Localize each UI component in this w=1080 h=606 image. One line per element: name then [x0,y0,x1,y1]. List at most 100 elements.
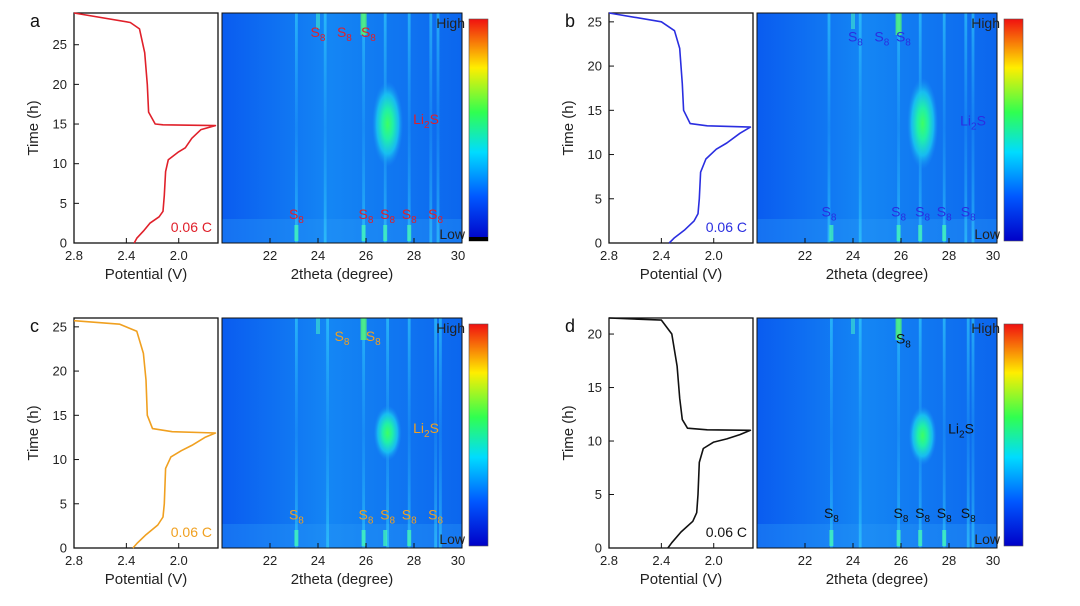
y-tick-label: 5 [595,487,602,502]
xrd-heatmap [757,13,997,243]
peak-annotation: S8 [289,507,304,527]
top-peak-spot [360,318,367,340]
heatmap-frame [221,12,463,244]
xrd-heatmap [222,318,462,548]
voltage-curve [608,12,752,244]
y-tick-label: 0 [595,236,602,251]
heatmap-background [757,318,997,548]
top-peak-spot [895,318,902,340]
y-tick-label: 20 [588,327,602,342]
heatmap-bottom-band [222,524,462,548]
rate-label: 0.06 C [706,524,747,540]
peak-annotation: S8 [874,28,889,48]
y-tick-label: 25 [588,14,602,29]
diffraction-peak-line [827,13,831,243]
peak-annotation: S8 [380,507,395,527]
li2s-peak-region [373,405,402,461]
bottom-peak-spot [942,225,947,241]
y-tick-label: 25 [53,319,67,334]
peak-annotation: S8 [428,507,443,527]
diffraction-peak-line [897,13,900,243]
y-tick-label: 5 [60,496,67,511]
peak-annotation: S8 [380,206,395,226]
diffraction-peak-line [439,318,442,548]
x-tick-label: 22 [798,553,812,568]
x-tick-label: 2.8 [600,553,618,568]
peak-annotation: S8 [937,505,952,525]
x-tick-label: 28 [942,248,956,263]
y-tick-label: 10 [53,156,67,171]
heatmap-background [757,13,997,243]
peak-annotation: S8 [961,203,976,223]
panel-letter: a [30,11,41,31]
panel-letter: c [30,316,39,336]
x-axis-title: Potential (V) [640,571,723,588]
y-tick-label: 15 [588,103,602,118]
y-axis-title: Time (h) [560,405,577,460]
peak-annotation: S8 [961,505,976,525]
x-tick-label: 26 [359,553,373,568]
voltage-curve [73,12,217,244]
bottom-peak-spot [918,530,923,546]
y-tick-label: 20 [588,59,602,74]
x-axis-title: Potential (V) [105,266,188,283]
intensity-colorbar [1003,18,1024,242]
y-axis-title: Time (h) [560,100,577,155]
x-axis-title: 2theta (degree) [826,266,929,283]
x-axis-title: 2theta (degree) [291,266,394,283]
heatmap-frame [221,317,463,549]
rate-label: 0.06 C [171,524,212,540]
bottom-peak-spot [407,225,412,241]
peak-annotation: S8 [915,203,930,223]
heatmap-bottom-band [222,219,462,243]
heatmap-background [222,318,462,548]
potential-plot-frame [608,317,754,549]
x-tick-label: 2.8 [600,248,618,263]
x-tick-label: 24 [846,553,860,568]
diffraction-peak-line [964,13,968,243]
potential-plot-frame [608,12,754,244]
heatmap-bottom-band [757,219,997,243]
intensity-colorbar [468,18,489,242]
rate-label: 0.06 C [706,219,747,235]
peak-annotation: Li2S [960,112,986,132]
bottom-peak-spot [294,225,299,241]
heatmap-bottom-band [757,524,997,548]
x-tick-label: 30 [451,553,465,568]
peak-annotation: S8 [891,203,906,223]
y-tick-label: 20 [53,77,67,92]
colorbar-low-label: Low [439,531,466,547]
colorbar-high-label: High [436,320,465,336]
li2s-peak-region [908,406,937,466]
diffraction-peak-line [942,13,946,243]
top-peak-spot [895,13,902,35]
x-tick-label: 2.4 [117,248,135,263]
x-tick-label: 2.4 [117,553,135,568]
peak-annotation: S8 [359,507,374,527]
panel-c: c 0 5 10 15 20 25 2.8 2.4 2.0 Time (h) Potential (V… [25,316,489,588]
bottom-peak-spot [896,530,901,546]
x-tick-label: 2.0 [705,553,723,568]
colorbar-floor [469,237,488,241]
peak-annotation: S8 [915,505,930,525]
x-tick-label: 2.4 [652,553,670,568]
peak-annotation: S8 [824,505,839,525]
peak-annotation: S8 [894,505,909,525]
x-tick-label: 2.0 [170,553,188,568]
li2s-peak-region [907,77,939,170]
heatmap-frame [756,12,998,244]
x-axis-title: 2theta (degree) [291,571,394,588]
y-tick-label: 10 [53,452,67,467]
voltage-curve [73,319,217,549]
x-tick-label: 28 [407,248,421,263]
x-tick-label: 2.8 [65,553,83,568]
peak-annotation: S8 [361,24,376,44]
y-tick-label: 25 [53,37,67,52]
x-tick-label: 26 [894,553,908,568]
y-axis-title: Time (h) [25,100,42,155]
x-tick-label: 30 [986,248,1000,263]
heatmap-background [222,13,462,243]
y-tick-label: 20 [53,364,67,379]
peak-annotation: S8 [335,328,350,348]
